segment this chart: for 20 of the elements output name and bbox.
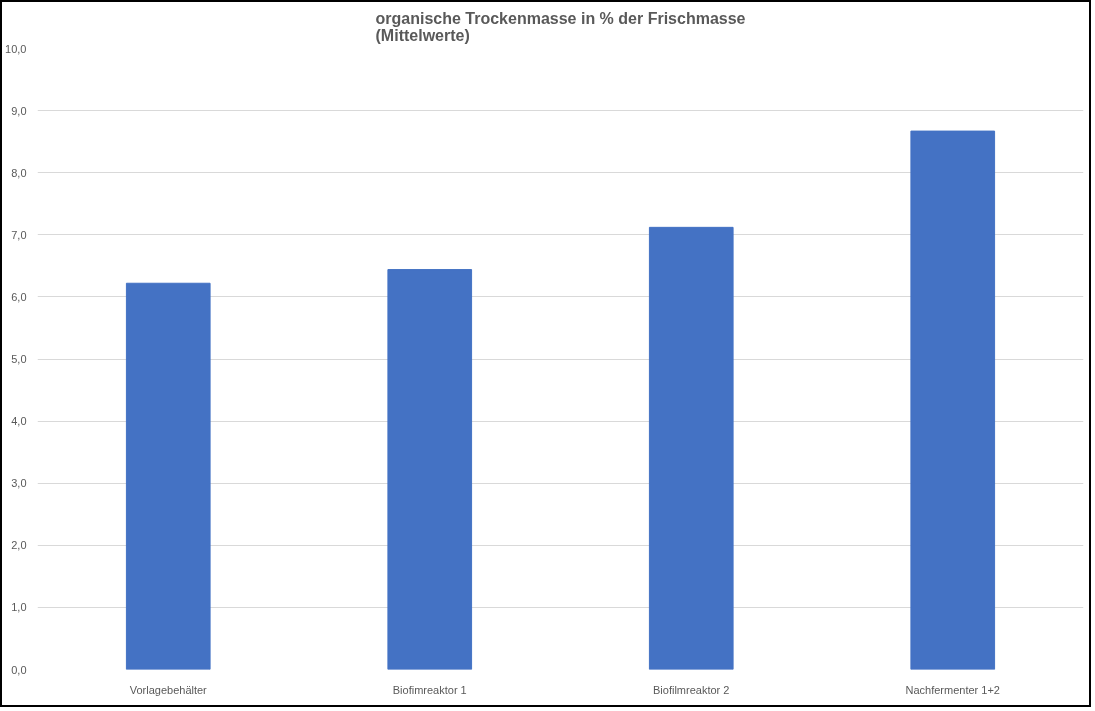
bar xyxy=(648,226,734,670)
x-tick-label: Biofilmreaktor 2 xyxy=(653,683,730,696)
x-tick-label: Vorlagebehälter xyxy=(129,683,208,696)
x-tick-label: Biofimreaktor 1 xyxy=(392,683,467,696)
bar xyxy=(910,130,996,670)
bar xyxy=(387,269,473,670)
chart-title: organische Trockenmasse in % der Frischmasse (Mittelwerte) xyxy=(375,9,746,44)
y-tick-label: 1,0 xyxy=(11,601,27,614)
y-tick-label: 9,0 xyxy=(11,104,27,117)
y-tick-label: 0,0 xyxy=(11,663,27,676)
y-tick-label: 10,0 xyxy=(5,42,27,55)
y-tick-label: 7,0 xyxy=(11,228,27,241)
x-tick-label: Nachfermenter 1+2 xyxy=(905,683,1000,696)
y-tick-label: 4,0 xyxy=(11,415,27,428)
y-tick-label: 6,0 xyxy=(11,290,27,303)
y-tick-label: 5,0 xyxy=(11,353,27,365)
bar xyxy=(125,282,211,670)
y-tick-label: 8,0 xyxy=(11,166,27,179)
y-tick-label: 2,0 xyxy=(11,539,27,552)
y-tick-label: 3,0 xyxy=(11,477,27,490)
